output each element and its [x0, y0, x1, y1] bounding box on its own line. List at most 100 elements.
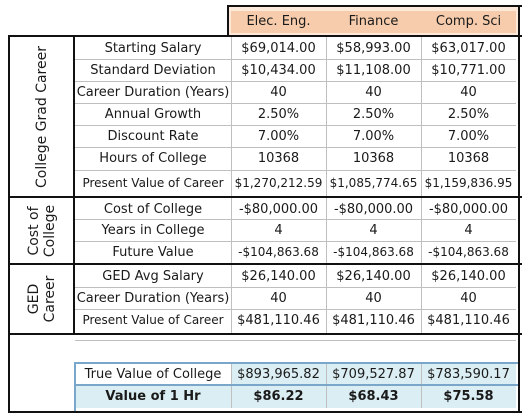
section-name: Cost of College [26, 204, 58, 257]
border [518, 333, 520, 413]
row-label: Future Value [112, 245, 194, 260]
row-label: Annual Growth [104, 107, 202, 122]
row-label: Present Value of Career [82, 176, 224, 190]
col-divider [231, 37, 232, 333]
cell-finance[interactable]: -$104,863.68 [333, 245, 414, 259]
true-value-elec-eng[interactable]: $893,965.82 [237, 367, 320, 382]
cell-comp-sci[interactable]: $26,140.00 [431, 269, 506, 284]
value-hr-finance[interactable]: $68.43 [348, 389, 399, 404]
cell-comp-sci[interactable]: 7.00% [447, 129, 490, 144]
cell-finance[interactable]: $58,993.00 [336, 41, 411, 56]
border [8, 35, 10, 335]
cell-elec-eng[interactable]: 40 [270, 291, 287, 306]
row-divider [75, 81, 516, 82]
cell-elec-eng[interactable]: 10368 [257, 151, 300, 166]
cell-elec-eng[interactable]: 2.50% [257, 107, 300, 122]
header-inner-band [231, 11, 516, 33]
col-divider [326, 37, 327, 333]
row-label: Cost of College [103, 202, 203, 217]
row-label: Present Value of Career [82, 313, 224, 327]
col-header-comp-sci[interactable]: Comp. Sci [435, 14, 502, 29]
cell-finance[interactable]: 7.00% [352, 129, 395, 144]
cell-elec-eng[interactable]: 40 [270, 85, 287, 100]
row-divider [75, 147, 516, 148]
value-hr-elec-eng[interactable]: $86.22 [253, 389, 304, 404]
cell-comp-sci[interactable]: $10,771.00 [431, 63, 506, 78]
row-divider [75, 170, 516, 171]
cell-finance[interactable]: $481,110.46 [332, 313, 415, 328]
col-header-finance[interactable]: Finance [348, 14, 399, 29]
cell-elec-eng[interactable]: $481,110.46 [237, 313, 320, 328]
border [8, 263, 522, 265]
cell-comp-sci[interactable]: -$104,863.68 [428, 245, 509, 259]
cell-comp-sci[interactable]: 40 [460, 85, 477, 100]
cell-comp-sci[interactable]: $1,159,836.95 [424, 176, 513, 190]
row-divider [75, 125, 516, 126]
cell-elec-eng[interactable]: $26,140.00 [241, 269, 316, 284]
border [74, 362, 76, 411]
section-label-ged-career: GED Career [10, 265, 74, 333]
cell-comp-sci[interactable]: -$80,000.00 [428, 202, 509, 217]
border [518, 35, 520, 335]
row-divider [75, 287, 516, 288]
border [518, 5, 520, 37]
cell-elec-eng[interactable]: $10,434.00 [241, 63, 316, 78]
cell-elec-eng[interactable]: -$80,000.00 [238, 202, 319, 217]
true-value-finance[interactable]: $709,527.87 [332, 367, 415, 382]
row-label: Years in College [101, 223, 205, 238]
section-name: GED Career [26, 275, 58, 323]
true-value-label: True Value of College [84, 367, 222, 382]
border [8, 196, 522, 198]
cell-finance[interactable]: 40 [365, 291, 382, 306]
border [73, 35, 75, 335]
cell-finance[interactable]: 4 [369, 223, 378, 238]
border [8, 411, 522, 413]
value-hr-label: Value of 1 Hr [105, 389, 201, 404]
section-label-college-grad-career: College Grad Career [10, 37, 74, 196]
row-label: Discount Rate [107, 129, 199, 144]
value-hr-fill [75, 386, 516, 408]
cell-finance[interactable]: 2.50% [352, 107, 395, 122]
cell-finance[interactable]: 40 [365, 85, 382, 100]
section-name: College Grad Career [34, 45, 50, 188]
cell-elec-eng[interactable]: $1,270,212.59 [234, 176, 323, 190]
section-label-cost-of-college: Cost of College [10, 198, 74, 263]
row-label: Career Duration (Years) [76, 85, 230, 100]
border [227, 5, 229, 37]
row-divider [75, 241, 516, 242]
cell-comp-sci[interactable]: $481,110.46 [427, 313, 510, 328]
cell-comp-sci[interactable]: 10368 [447, 151, 490, 166]
row-label: Starting Salary [104, 41, 202, 56]
cell-comp-sci[interactable]: 40 [460, 291, 477, 306]
row-divider [75, 59, 516, 60]
cell-comp-sci[interactable]: 4 [464, 223, 473, 238]
cell-finance[interactable]: $1,085,774.65 [329, 176, 418, 190]
cell-comp-sci[interactable]: 2.50% [447, 107, 490, 122]
row-divider [75, 340, 516, 341]
value-hr-comp-sci[interactable]: $75.58 [443, 389, 494, 404]
row-divider [75, 103, 516, 104]
border [227, 5, 522, 7]
cell-elec-eng[interactable]: -$104,863.68 [238, 245, 319, 259]
cell-elec-eng[interactable]: 7.00% [257, 129, 300, 144]
true-value-fill [231, 364, 516, 386]
col-divider [421, 364, 422, 408]
cell-finance[interactable]: $11,108.00 [336, 63, 411, 78]
cell-comp-sci[interactable]: $63,017.00 [431, 41, 506, 56]
cell-elec-eng[interactable]: $69,014.00 [241, 41, 316, 56]
row-divider [75, 309, 516, 310]
cell-finance[interactable]: $26,140.00 [336, 269, 411, 284]
col-divider [326, 364, 327, 408]
cell-finance[interactable]: -$80,000.00 [333, 202, 414, 217]
row-label: Standard Deviation [90, 63, 216, 78]
col-divider [421, 37, 422, 333]
border [8, 333, 522, 335]
border [75, 384, 518, 386]
row-label: Hours of College [99, 151, 207, 166]
border [8, 333, 10, 413]
col-divider [231, 364, 232, 408]
col-header-elec-eng[interactable]: Elec. Eng. [246, 14, 311, 29]
cell-finance[interactable]: 10368 [352, 151, 395, 166]
true-value-comp-sci[interactable]: $783,590.17 [427, 367, 510, 382]
cell-elec-eng[interactable]: 4 [274, 223, 283, 238]
